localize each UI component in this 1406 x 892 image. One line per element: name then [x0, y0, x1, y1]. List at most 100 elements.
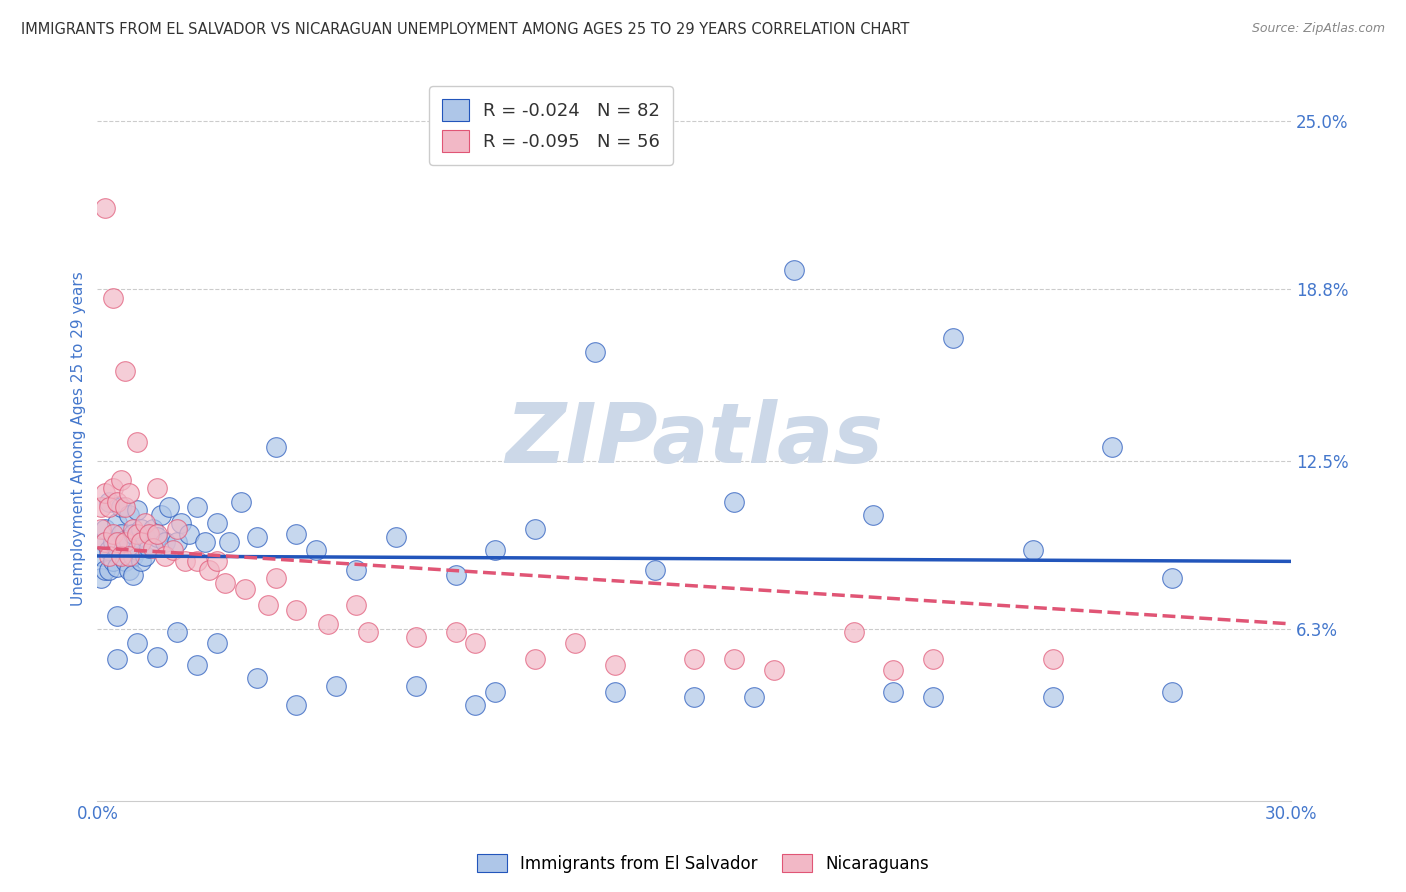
Point: [103, 481, 125, 495]
Point: [186, 554, 208, 568]
Point: [357, 625, 380, 640]
Point: [127, 543, 149, 558]
Point: [118, 535, 141, 549]
Point: [142, 522, 165, 536]
Point: [118, 508, 141, 523]
Point: [98, 494, 121, 508]
Point: [1021, 543, 1043, 558]
Point: [110, 549, 132, 563]
Point: [118, 562, 141, 576]
Point: [129, 554, 152, 568]
Point: [266, 571, 288, 585]
Point: [285, 527, 308, 541]
Point: [153, 535, 176, 549]
Point: [603, 657, 626, 672]
Point: [150, 508, 173, 523]
Point: [129, 522, 152, 536]
Point: [162, 543, 184, 558]
Point: [257, 598, 280, 612]
Point: [105, 535, 128, 549]
Point: [114, 533, 136, 547]
Point: [444, 625, 467, 640]
Point: [118, 486, 141, 500]
Point: [683, 652, 706, 666]
Point: [122, 522, 145, 536]
Point: [94, 486, 117, 500]
Point: [842, 625, 865, 640]
Point: [862, 508, 884, 523]
Point: [153, 549, 176, 563]
Point: [285, 698, 308, 713]
Point: [524, 522, 547, 536]
Point: [110, 549, 132, 563]
Point: [882, 663, 904, 677]
Point: [98, 562, 121, 576]
Point: [583, 345, 606, 359]
Point: [177, 527, 200, 541]
Point: [94, 522, 117, 536]
Point: [98, 543, 121, 558]
Text: IMMIGRANTS FROM EL SALVADOR VS NICARAGUAN UNEMPLOYMENT AMONG AGES 25 TO 29 YEARS: IMMIGRANTS FROM EL SALVADOR VS NICARAGUA…: [21, 22, 910, 37]
Point: [1161, 571, 1184, 585]
Point: [197, 562, 219, 576]
Point: [122, 568, 145, 582]
Point: [103, 535, 125, 549]
Point: [1101, 440, 1123, 454]
Point: [644, 562, 666, 576]
Point: [127, 434, 149, 449]
Point: [157, 500, 180, 514]
Point: [205, 636, 228, 650]
Point: [110, 473, 132, 487]
Legend: Immigrants from El Salvador, Nicaraguans: Immigrants from El Salvador, Nicaraguans: [470, 847, 936, 880]
Point: [344, 598, 367, 612]
Point: [134, 516, 156, 531]
Point: [214, 576, 236, 591]
Point: [138, 527, 160, 541]
Point: [484, 685, 506, 699]
Point: [762, 663, 785, 677]
Point: [142, 541, 165, 555]
Point: [90, 549, 112, 563]
Point: [98, 500, 121, 514]
Point: [103, 527, 125, 541]
Y-axis label: Unemployment Among Ages 25 to 29 years: Unemployment Among Ages 25 to 29 years: [72, 272, 86, 607]
Point: [922, 652, 945, 666]
Point: [1042, 652, 1064, 666]
Point: [205, 516, 228, 531]
Point: [603, 685, 626, 699]
Point: [138, 541, 160, 555]
Point: [882, 685, 904, 699]
Point: [245, 671, 267, 685]
Point: [444, 568, 467, 582]
Point: [122, 549, 145, 563]
Point: [194, 535, 217, 549]
Point: [166, 522, 188, 536]
Point: [105, 608, 128, 623]
Point: [186, 657, 208, 672]
Point: [325, 680, 347, 694]
Point: [229, 494, 252, 508]
Point: [103, 554, 125, 568]
Point: [103, 291, 125, 305]
Point: [942, 331, 965, 345]
Point: [405, 631, 427, 645]
Point: [233, 582, 256, 596]
Point: [146, 649, 169, 664]
Point: [723, 652, 745, 666]
Point: [564, 636, 586, 650]
Point: [783, 263, 806, 277]
Point: [166, 535, 188, 549]
Point: [98, 549, 121, 563]
Point: [105, 541, 128, 555]
Point: [1042, 690, 1064, 705]
Text: Source: ZipAtlas.com: Source: ZipAtlas.com: [1251, 22, 1385, 36]
Point: [114, 500, 136, 514]
Point: [114, 554, 136, 568]
Point: [134, 530, 156, 544]
Point: [94, 562, 117, 576]
Point: [105, 494, 128, 508]
Point: [524, 652, 547, 666]
Point: [742, 690, 765, 705]
Point: [114, 364, 136, 378]
Point: [205, 554, 228, 568]
